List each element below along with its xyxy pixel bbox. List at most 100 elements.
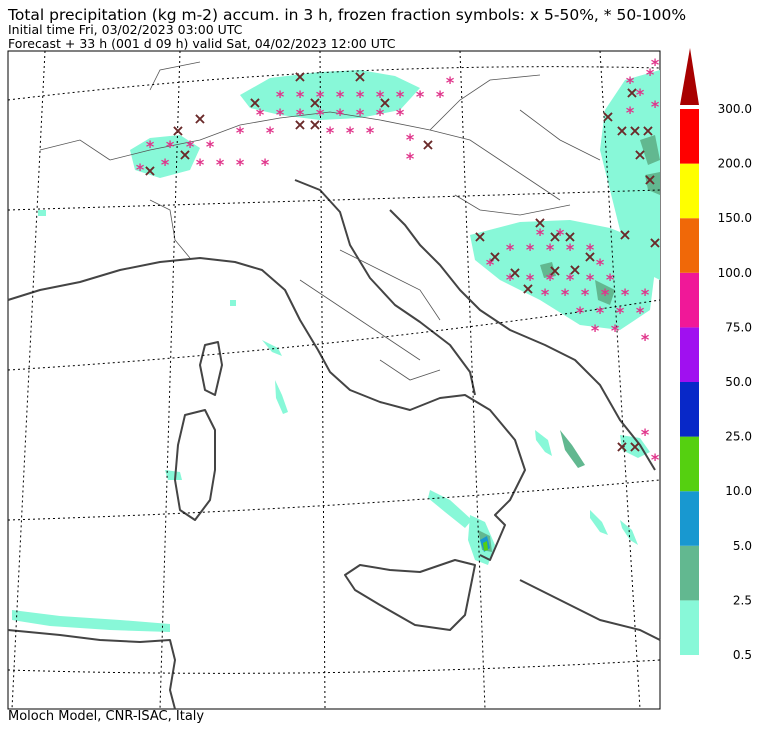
svg-text:×: × xyxy=(583,247,596,266)
svg-text:*: * xyxy=(296,87,305,106)
graticule xyxy=(7,50,661,710)
svg-text:×: × xyxy=(533,213,546,232)
svg-text:*: * xyxy=(546,270,555,289)
svg-text:*: * xyxy=(636,303,645,322)
svg-text:×: × xyxy=(548,261,561,280)
svg-text:*: * xyxy=(586,240,595,259)
svg-text:*: * xyxy=(506,240,515,259)
svg-text:×: × xyxy=(601,107,614,126)
svg-text:*: * xyxy=(161,155,170,174)
svg-text:*: * xyxy=(366,123,375,142)
colorbar-labels: 0.5 2.5 5.0 10.0 25.0 50.0 75.0 100.0 150.0 200.0… xyxy=(718,102,752,662)
svg-text:*: * xyxy=(296,105,305,124)
svg-text:*: * xyxy=(621,285,630,304)
svg-text:×: × xyxy=(615,437,628,456)
svg-text:×: × xyxy=(421,135,434,154)
svg-text:*: * xyxy=(256,105,265,124)
colorbar-box xyxy=(680,545,699,601)
svg-text:×: × xyxy=(378,93,391,112)
colorbar-label: 5.0 xyxy=(733,539,752,553)
forecast-valid-time: Forecast + 33 h (001 d 09 h) valid Sat, … xyxy=(8,36,396,51)
svg-text:*: * xyxy=(526,270,535,289)
precip-areas-moderate xyxy=(478,135,660,552)
svg-text:*: * xyxy=(266,123,275,142)
svg-text:*: * xyxy=(636,85,645,104)
svg-text:*: * xyxy=(616,303,625,322)
svg-text:*: * xyxy=(216,155,225,174)
svg-text:×: × xyxy=(171,121,184,140)
svg-text:×: × xyxy=(548,227,561,246)
svg-text:×: × xyxy=(293,67,306,86)
svg-text:×: × xyxy=(308,93,321,112)
svg-text:*: * xyxy=(136,160,145,179)
svg-text:×: × xyxy=(178,145,191,164)
svg-text:*: * xyxy=(356,87,365,106)
colorbar-box xyxy=(680,327,699,382)
colorbar-box xyxy=(680,109,699,164)
svg-text:*: * xyxy=(541,285,550,304)
svg-text:*: * xyxy=(376,105,385,124)
svg-text:*: * xyxy=(546,240,555,259)
svg-text:×: × xyxy=(248,93,261,112)
svg-text:*: * xyxy=(641,425,650,444)
svg-text:*: * xyxy=(486,255,495,274)
svg-text:*: * xyxy=(336,87,345,106)
svg-text:*: * xyxy=(601,285,610,304)
svg-text:*: * xyxy=(641,330,650,349)
colorbar-box xyxy=(680,436,699,492)
svg-text:*: * xyxy=(236,155,245,174)
svg-text:*: * xyxy=(166,137,175,156)
colorbar-boxes xyxy=(680,109,699,655)
svg-text:*: * xyxy=(556,225,565,244)
svg-text:*: * xyxy=(416,87,425,106)
svg-text:×: × xyxy=(643,170,656,189)
svg-text:*: * xyxy=(641,285,650,304)
svg-text:*: * xyxy=(196,155,205,174)
svg-text:*: * xyxy=(406,130,415,149)
svg-text:*: * xyxy=(326,123,335,142)
svg-text:*: * xyxy=(596,303,605,322)
precip-areas-intense xyxy=(483,541,488,551)
borders xyxy=(39,61,601,381)
svg-text:*: * xyxy=(376,87,385,106)
colorbar-arrow xyxy=(680,48,699,105)
svg-text:×: × xyxy=(615,121,628,140)
svg-text:*: * xyxy=(626,73,635,92)
map-frame xyxy=(7,50,661,710)
svg-text:×: × xyxy=(628,437,641,456)
svg-text:*: * xyxy=(396,105,405,124)
coastlines xyxy=(7,179,661,710)
svg-text:*: * xyxy=(206,137,215,156)
svg-text:*: * xyxy=(336,105,345,124)
svg-text:×: × xyxy=(568,260,581,279)
colorbar-label: 150.0 xyxy=(718,211,752,225)
svg-text:×: × xyxy=(648,233,661,252)
colorbar-label: 50.0 xyxy=(725,375,752,389)
mixed-symbols: × ×× × ×× × ××××× ××××× × ×× ××× × ×× × ×××× × × xyxy=(143,67,661,456)
svg-text:×: × xyxy=(521,279,534,298)
svg-text:×: × xyxy=(641,121,654,140)
svg-text:*: * xyxy=(406,149,415,168)
svg-text:*: * xyxy=(576,303,585,322)
svg-text:*: * xyxy=(261,155,270,174)
map-title: Total precipitation (kg m-2) accum. in 3… xyxy=(8,6,687,24)
svg-text:*: * xyxy=(611,321,620,340)
svg-text:*: * xyxy=(651,450,660,469)
colorbar-label: 100.0 xyxy=(718,266,752,280)
svg-text:×: × xyxy=(628,121,641,140)
colorbar-label: 10.0 xyxy=(725,484,752,498)
colorbar-label: 300.0 xyxy=(718,102,752,116)
svg-text:×: × xyxy=(508,263,521,282)
svg-text:*: * xyxy=(396,87,405,106)
svg-text:*: * xyxy=(276,87,285,106)
svg-text:*: * xyxy=(436,87,445,106)
svg-text:*: * xyxy=(646,65,655,84)
svg-text:×: × xyxy=(193,109,206,128)
svg-text:*: * xyxy=(561,285,570,304)
colorbar-label: 2.5 xyxy=(733,593,752,607)
svg-text:×: × xyxy=(473,227,486,246)
svg-text:*: * xyxy=(236,123,245,142)
svg-text:*: * xyxy=(591,321,600,340)
svg-text:×: × xyxy=(293,115,306,134)
